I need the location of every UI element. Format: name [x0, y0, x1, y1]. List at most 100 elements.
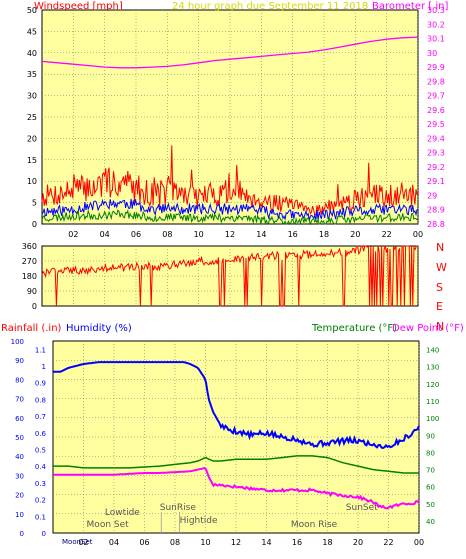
temperature-axis-label: Temperature (°F)	[311, 323, 397, 334]
wind-y-tick: 30	[27, 92, 37, 101]
wind-y-tick: 20	[27, 134, 37, 143]
direction-compass-label: N	[436, 320, 444, 333]
humidity-y-tick: 40	[15, 453, 24, 461]
direction-y-tick: 0	[32, 302, 37, 311]
baro-y-tick: 29.1	[427, 177, 445, 186]
wind-x-tick: 20	[350, 230, 360, 239]
rain-y-tick: 1.1	[35, 346, 46, 354]
humidity-y-tick: 0	[20, 530, 24, 538]
rain-x-tick: 02	[78, 538, 88, 547]
wind-y-tick: 5	[32, 199, 37, 208]
rain-y-tick: 0.6	[35, 430, 47, 438]
wind-x-tick: 16	[288, 230, 298, 239]
baro-y-tick: 29.2	[427, 163, 445, 172]
baro-y-tick: 29.3	[427, 149, 445, 158]
temp-y-tick: 50	[426, 501, 435, 509]
baro-y-tick: 29.5	[427, 120, 445, 129]
wind-x-tick: 22	[382, 230, 392, 239]
temp-y-tick: 140	[426, 347, 439, 355]
baro-y-tick: 29	[427, 191, 437, 200]
humidity-y-tick: 20	[15, 492, 24, 500]
annotation-label: Moon Rise	[291, 520, 338, 530]
temp-y-tick: 120	[426, 381, 439, 389]
rain-x-tick: 06	[139, 538, 149, 547]
direction-y-tick: 180	[22, 272, 37, 281]
wind-y-tick: 15	[27, 156, 37, 165]
graph-title: 24 hour graph due September 11 2018	[172, 1, 368, 12]
rain-y-tick: 0	[42, 530, 46, 538]
rain-x-tick: 10	[200, 538, 210, 547]
baro-y-tick: 30.1	[427, 35, 445, 44]
rain-x-tick: 00	[414, 538, 424, 547]
baro-y-tick: 29.6	[427, 106, 445, 115]
temp-y-tick: 70	[426, 467, 435, 475]
baro-y-tick: 29.9	[427, 63, 445, 72]
wind-x-tick: 04	[100, 230, 110, 239]
wind-axis-label: Windspeed [mph]	[34, 1, 123, 12]
rain-y-tick: 0.2	[35, 497, 46, 505]
wind-x-tick: 12	[225, 230, 235, 239]
wind-x-tick: 18	[319, 230, 329, 239]
rain-x-tick: 08	[170, 538, 180, 547]
temp-y-tick: 100	[426, 415, 439, 423]
wind-y-tick: 10	[27, 177, 37, 186]
baro-y-tick: 29.4	[427, 134, 445, 143]
rain-axis-label: Rainfall (.in)	[1, 323, 62, 334]
rain-x-tick: 18	[322, 538, 332, 547]
wind-x-tick: 08	[162, 230, 172, 239]
direction-y-tick: 270	[22, 257, 37, 266]
temp-y-tick: 40	[426, 518, 435, 526]
direction-y-tick: 90	[27, 287, 37, 296]
rain-y-tick: 0.5	[35, 447, 46, 455]
humidity-y-tick: 90	[15, 357, 24, 365]
wind-x-tick: 02	[68, 230, 78, 239]
rain-y-tick: 0.1	[35, 513, 46, 521]
wind-x-tick: 00	[413, 230, 423, 239]
temp-y-tick: 90	[426, 432, 435, 440]
rain-y-tick: 1	[42, 363, 46, 371]
rain-x-tick: 20	[353, 538, 363, 547]
annotation-moonset-axis: MoonSet	[62, 538, 93, 546]
wind-x-tick: 10	[194, 230, 204, 239]
direction-compass-label: E	[436, 300, 443, 313]
baro-y-tick: 29.8	[427, 77, 445, 86]
wind-x-tick: 06	[131, 230, 141, 239]
rain-x-tick: 14	[261, 538, 271, 547]
wind-direction-line	[41, 244, 418, 307]
humidity-y-tick: 10	[15, 511, 24, 519]
rain-y-tick: 0.3	[35, 480, 46, 488]
wind-average-line	[41, 198, 418, 221]
annotation-label: Hightide	[180, 516, 218, 526]
rain-x-tick: 12	[231, 538, 241, 547]
baro-y-tick: 28.8	[427, 220, 445, 229]
baro-y-tick: 30.2	[427, 20, 445, 29]
rain-y-tick: 0.7	[35, 413, 46, 421]
direction-y-tick: 360	[22, 242, 37, 251]
baro-y-tick: 30	[427, 49, 437, 58]
humidity-y-tick: 100	[11, 338, 24, 346]
baro-y-tick: 30.3	[427, 6, 445, 15]
humidity-y-tick: 50	[15, 434, 24, 442]
humidity-y-tick: 70	[15, 396, 24, 404]
rain-x-tick: 04	[109, 538, 119, 547]
temp-y-tick: 130	[426, 364, 439, 372]
dewpoint-line	[53, 467, 420, 510]
humidity-y-tick: 60	[15, 415, 24, 423]
direction-compass-label: S	[436, 281, 443, 294]
direction-compass-label: W	[436, 261, 447, 274]
wind-y-tick: 45	[27, 27, 37, 36]
wind-y-tick: 25	[27, 113, 37, 122]
temp-y-tick: 110	[426, 398, 439, 406]
annotation-label: Lowtide	[105, 508, 140, 518]
annotation-label: Moon Set	[87, 520, 130, 530]
wind-x-tick: 14	[256, 230, 266, 239]
temp-y-tick: 80	[426, 449, 435, 457]
rain-y-tick: 0.9	[35, 380, 46, 388]
humidity-line	[53, 361, 420, 450]
rain-x-tick: 16	[292, 538, 302, 547]
humidity-y-tick: 30	[15, 472, 24, 480]
wind-y-tick: 40	[27, 49, 37, 58]
wind-y-tick: 50	[27, 6, 37, 15]
